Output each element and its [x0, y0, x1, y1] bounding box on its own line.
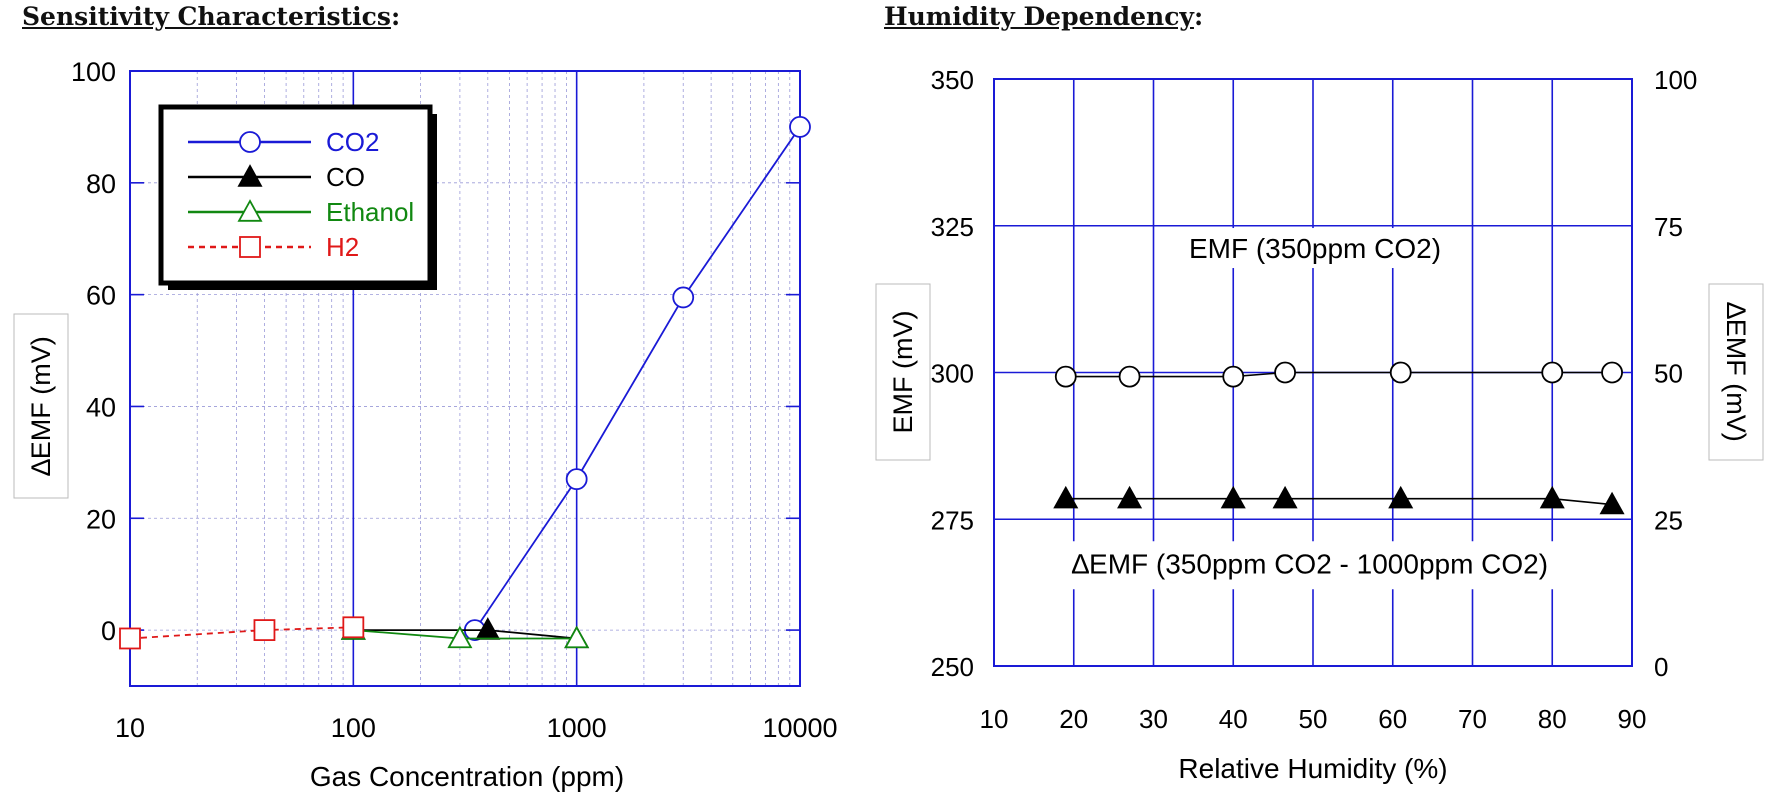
y-tick-label: 60 [86, 281, 116, 311]
x-tick-label: 20 [1059, 704, 1088, 734]
data-point [1117, 485, 1143, 509]
plot-frame [129, 70, 801, 687]
data-point-ethanol [447, 625, 473, 649]
x-axis-label: Gas Concentration (ppm) [310, 761, 624, 792]
data-point [1222, 365, 1245, 388]
heading-humidity-dependency: Humidity Dependency: [884, 2, 1204, 31]
data-point [1053, 485, 1079, 509]
y-left-axis-label: EMF (mV) [888, 311, 918, 434]
annotation-delta-emf-background [1048, 541, 1572, 590]
data-point [1601, 361, 1623, 384]
x-tick-label: 10 [115, 713, 145, 743]
x-tick-label: 40 [1219, 704, 1248, 734]
y-tick-label: 40 [86, 392, 116, 422]
data-point-h2 [253, 619, 276, 641]
x-axis-label: Relative Humidity (%) [1178, 753, 1447, 784]
x-tick-label: 100 [331, 713, 376, 743]
series-line-co2 [474, 126, 801, 631]
x-tick-label: 30 [1139, 704, 1168, 734]
legend-label-h2: H2 [326, 232, 359, 262]
data-point [1118, 365, 1141, 388]
y-tick-label: 20 [86, 504, 116, 534]
y-right-axis-label-group: ∆EMF (mV) [1708, 283, 1764, 461]
heading-sensitivity-characteristics: Sensitivity Characteristics: [22, 2, 401, 31]
y-tick-label: 0 [101, 616, 116, 646]
legend-marker-h2 [239, 236, 261, 258]
y-left-tick-label: 275 [931, 505, 974, 535]
y-right-axis-label: ∆EMF (mV) [1721, 302, 1751, 442]
x-tick-label: 90 [1618, 704, 1647, 734]
legend-label-co: CO [326, 162, 365, 192]
legend-marker-co2 [239, 131, 261, 153]
y-axis-label-group: ∆EMF (mV) [13, 313, 69, 499]
data-point [1274, 361, 1296, 384]
y-right-tick-label: 50 [1654, 359, 1683, 389]
x-tick-label: 70 [1458, 704, 1487, 734]
x-tick-label: 50 [1299, 704, 1328, 734]
legend-label-co2: CO2 [326, 127, 379, 157]
x-tick-label: 1000 [547, 713, 607, 743]
data-point-ethanol [564, 625, 590, 649]
series-h2 [119, 616, 365, 650]
y-left-tick-label: 350 [931, 65, 974, 95]
data-point-co2 [789, 116, 811, 138]
data-point [1541, 361, 1564, 384]
series-line [1065, 497, 1613, 506]
y-left-axis-label-group: EMF (mV) [875, 283, 931, 461]
y-tick-label: 80 [86, 169, 116, 199]
series-1 [1053, 485, 1625, 515]
legend-label-ethanol: Ethanol [326, 197, 414, 227]
y-right-tick-label: 100 [1654, 65, 1697, 95]
y-left-axis-label-box [875, 283, 931, 461]
x-tick-label: 80 [1538, 704, 1567, 734]
data-point-h2 [342, 616, 365, 639]
y-left-tick-label: 325 [931, 212, 974, 242]
data-point [1388, 485, 1414, 509]
x-tick-label: 10 [980, 704, 1009, 734]
data-point [1054, 365, 1077, 388]
data-point [1539, 485, 1565, 509]
legend-marker-ethanol [237, 199, 263, 222]
data-point [1272, 485, 1298, 509]
x-tick-label: 10000 [762, 713, 837, 743]
data-point [1389, 361, 1412, 384]
x-tick-label: 60 [1378, 704, 1407, 734]
series-0 [1054, 361, 1623, 388]
annotation-emf: EMF (350ppm CO2) [1189, 233, 1441, 264]
y-right-tick-label: 25 [1654, 505, 1683, 535]
legend: CO2 CO Ethanol H2 [158, 104, 437, 290]
y-right-tick-label: 0 [1654, 652, 1668, 682]
data-point-h2 [119, 627, 141, 650]
y-left-tick-label: 300 [931, 359, 974, 389]
y-left-tick-label: 250 [931, 652, 974, 682]
legend-marker-co [237, 164, 263, 187]
data-point-co2 [672, 286, 695, 309]
data-point-co2 [565, 468, 588, 491]
plot-frame [993, 78, 1633, 667]
legend-box [158, 104, 433, 286]
y-axis-label-box [13, 313, 69, 499]
y-tick-label: 100 [71, 57, 116, 87]
data-point [1599, 491, 1625, 515]
y-right-tick-label: 75 [1654, 212, 1683, 242]
y-right-axis-label-box [1708, 283, 1764, 461]
annotation-emf-background [1165, 228, 1465, 269]
y-axis-label: ∆EMF (mV) [26, 336, 56, 476]
annotation-delta-emf: ∆EMF (350ppm CO2 - 1000ppm CO2) [1072, 548, 1548, 579]
data-point [1220, 485, 1246, 509]
